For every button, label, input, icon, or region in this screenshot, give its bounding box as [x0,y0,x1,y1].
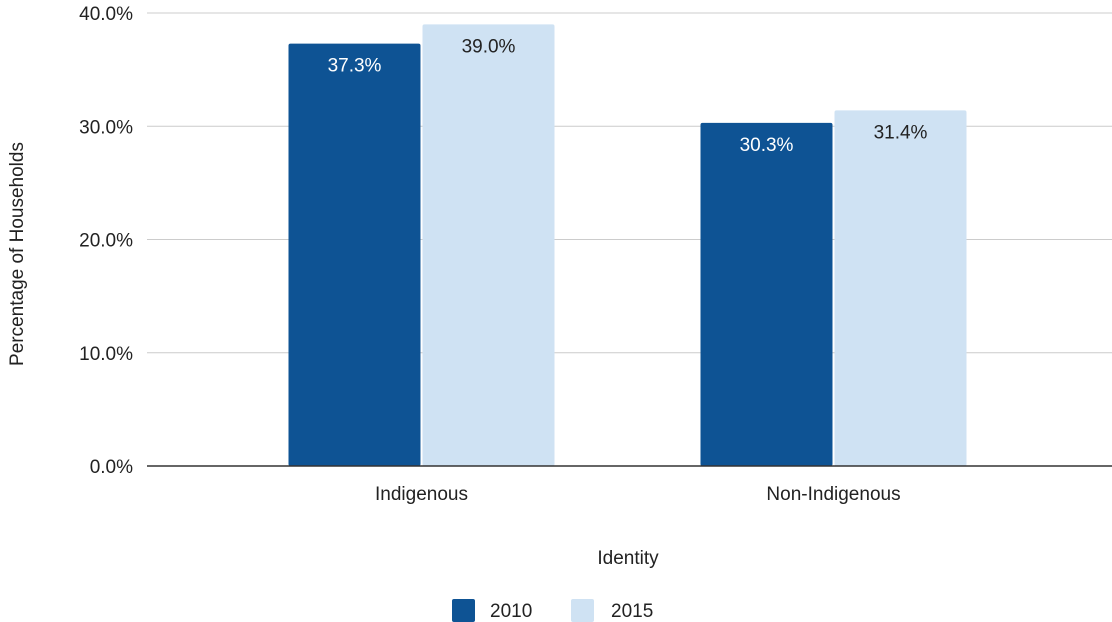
data-labels: 37.3% 39.0% 30.3% 31.4% [328,36,928,156]
y-tick-label: 20.0% [79,231,133,252]
legend-swatch-2015 [571,599,594,622]
x-axis-title: Identity [597,548,659,569]
legend: 2010 2015 [452,599,653,622]
x-category-label: Indigenous [375,484,468,505]
y-axis-ticks: 0.0% 10.0% 20.0% 30.0% 40.0% [79,4,133,478]
legend-swatch-2010 [452,599,475,622]
legend-label: 2015 [611,601,653,622]
y-tick-label: 40.0% [79,4,133,25]
y-axis-title: Percentage of Households [7,142,28,366]
x-category-label: Non-Indigenous [766,484,900,505]
x-axis-categories: Indigenous Non-Indigenous [375,484,901,505]
data-label: 30.3% [740,135,794,156]
bars [288,24,967,467]
y-tick-label: 30.0% [79,117,133,138]
data-label: 39.0% [462,36,516,57]
y-tick-label: 0.0% [90,457,133,478]
bar-2015-indigenous [422,24,555,466]
data-label: 37.3% [328,56,382,77]
bar-2015-non-indigenous [834,110,967,467]
legend-label: 2010 [490,601,532,622]
data-label: 31.4% [874,122,928,143]
bar-2010-indigenous [288,43,421,466]
y-tick-label: 10.0% [79,344,133,365]
bar-2010-non-indigenous [700,122,833,466]
